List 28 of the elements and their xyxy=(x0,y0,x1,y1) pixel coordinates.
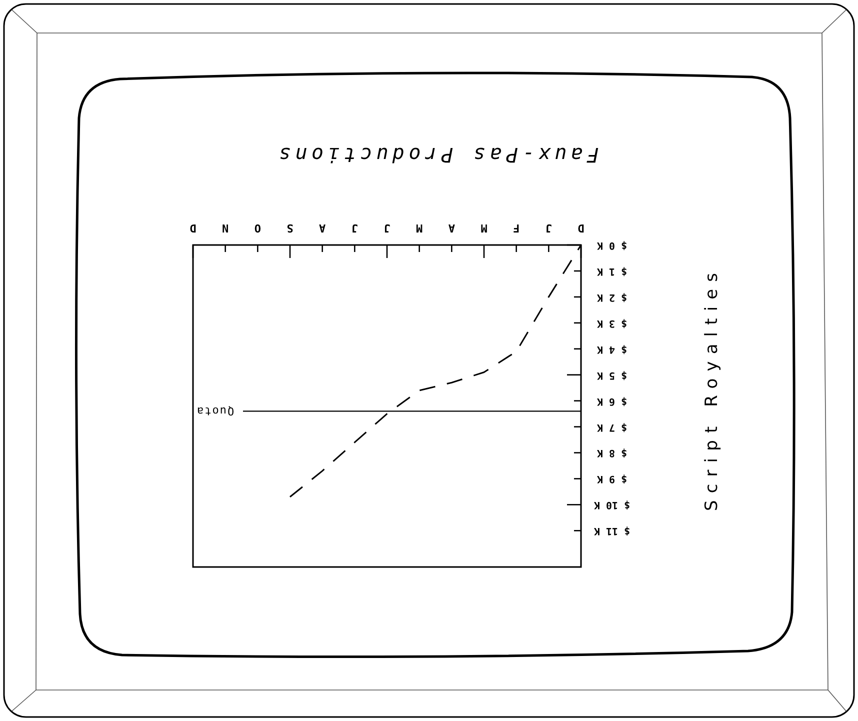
x-tick-label: M xyxy=(480,222,488,234)
y-tick-label: $ 6 K xyxy=(596,395,628,406)
y-tick-label: $ 8 K xyxy=(596,447,628,458)
x-tick-label: J xyxy=(351,222,358,234)
y-tick-label: $ 1 K xyxy=(596,265,628,276)
x-tick-label: D xyxy=(577,222,584,234)
y-tick-label: $ 5 K xyxy=(596,369,628,380)
ref-line-label: Quota xyxy=(196,404,234,418)
y-tick-label: $ 9 K xyxy=(596,473,628,484)
y-tick-label: $ 0 K xyxy=(596,240,628,250)
x-tick-label: D xyxy=(189,222,196,234)
x-tick-label: S xyxy=(286,222,294,234)
x-tick-label: A xyxy=(448,222,455,234)
y-tick-label: $ 2 K xyxy=(596,291,628,302)
chart-title: Faux-Pas Productions xyxy=(279,143,599,167)
y-tick-label: $ 7 K xyxy=(596,421,628,432)
x-tick-label: J xyxy=(545,222,552,234)
x-tick-label: M xyxy=(416,222,423,234)
x-tick-label: J xyxy=(384,222,390,234)
y-tick-label: $ 4 K xyxy=(596,343,628,354)
x-tick-label: O xyxy=(254,222,261,234)
x-tick-label: A xyxy=(318,222,326,234)
y-tick-label: $ 11 K xyxy=(594,525,630,536)
y-axis-title: Script Royalties xyxy=(702,272,722,511)
x-tick-label: F xyxy=(513,222,520,234)
y-tick-label: $ 3 K xyxy=(596,317,628,328)
x-tick-label: N xyxy=(222,222,229,234)
y-tick-label: $ 10 K xyxy=(594,499,630,510)
